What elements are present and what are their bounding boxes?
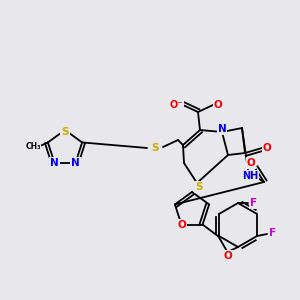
Text: S: S <box>151 143 159 153</box>
Text: N: N <box>218 124 226 134</box>
Text: N: N <box>50 158 59 168</box>
Text: O⁻: O⁻ <box>169 100 183 110</box>
Text: S: S <box>195 182 203 192</box>
Text: O: O <box>262 143 272 153</box>
Text: O: O <box>223 250 232 261</box>
Text: F: F <box>269 228 277 238</box>
Text: O: O <box>214 100 222 110</box>
Text: S: S <box>61 127 69 137</box>
Text: O: O <box>177 220 186 230</box>
Text: CH₃: CH₃ <box>25 142 40 151</box>
Text: N: N <box>71 158 80 168</box>
Text: F: F <box>250 198 258 208</box>
Text: NH: NH <box>242 171 258 181</box>
Text: O: O <box>247 158 255 168</box>
